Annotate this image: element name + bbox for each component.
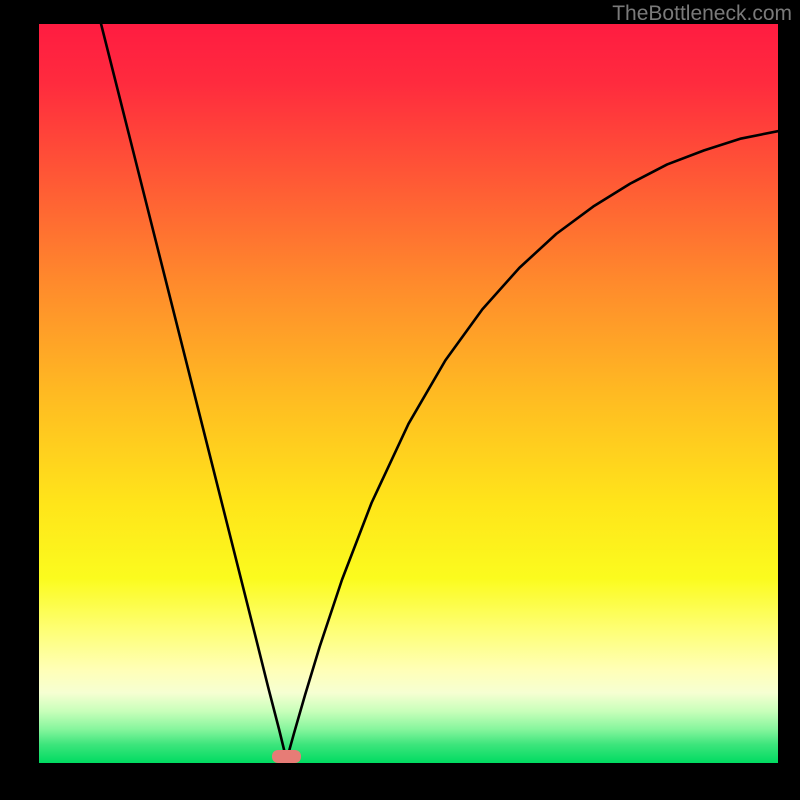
bottleneck-curve xyxy=(39,24,778,763)
chart-frame: TheBottleneck.com xyxy=(0,0,800,800)
watermark-label: TheBottleneck.com xyxy=(612,2,792,26)
optimum-marker xyxy=(272,750,302,763)
plot-area xyxy=(39,24,778,763)
